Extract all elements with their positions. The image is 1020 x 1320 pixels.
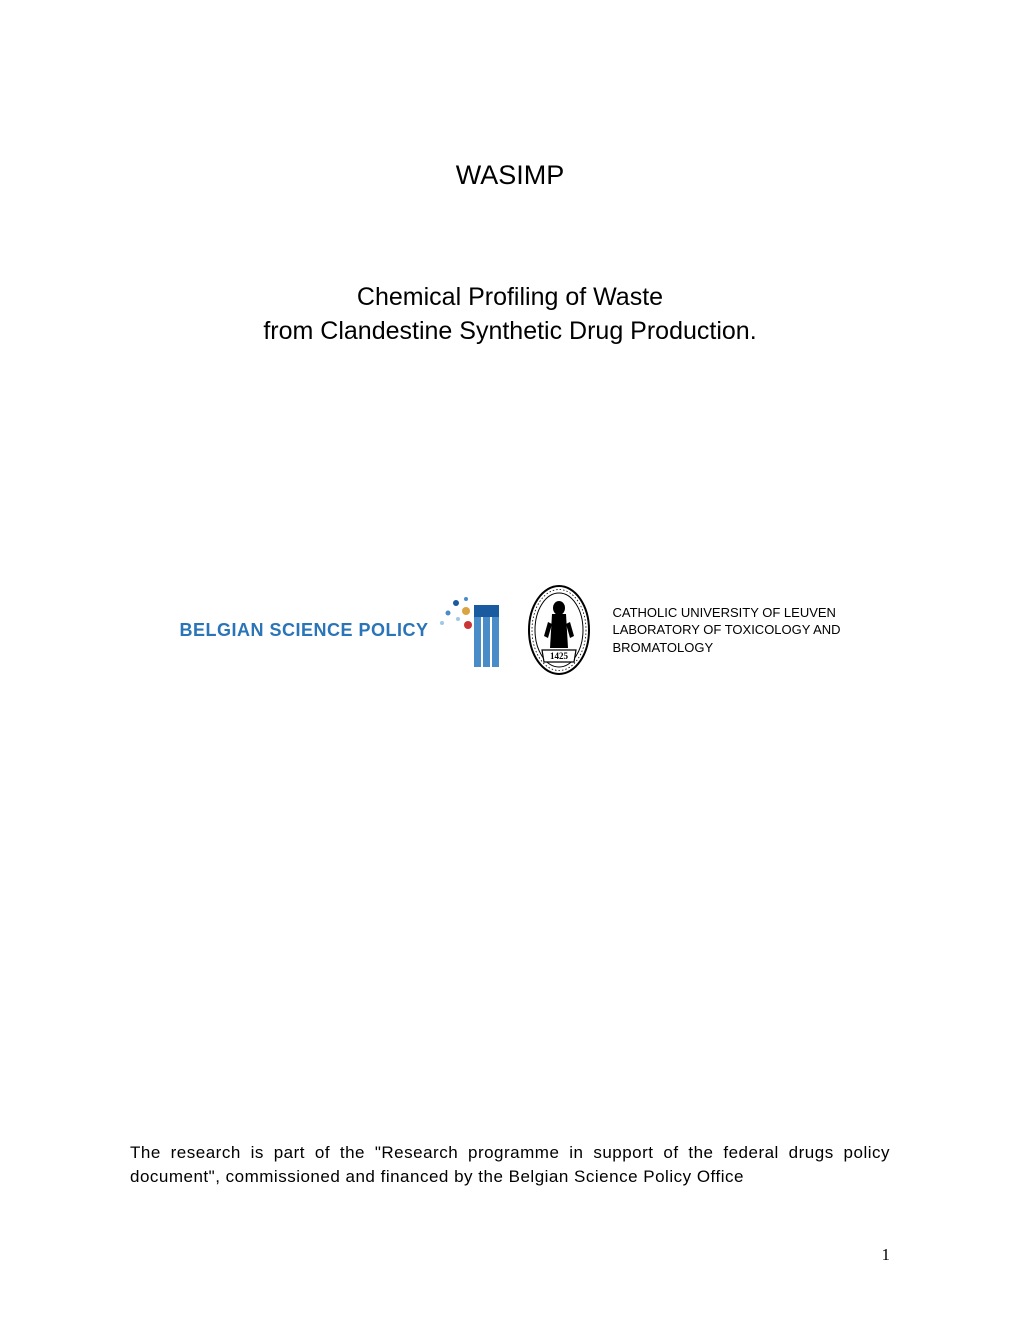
university-line-3: BROMATOLOGY bbox=[612, 639, 840, 657]
university-text-block: CATHOLIC UNIVERSITY OF LEUVEN LABORATORY… bbox=[612, 604, 840, 657]
page-number: 1 bbox=[882, 1245, 891, 1265]
main-title: WASIMP bbox=[130, 160, 890, 191]
document-page: WASIMP Chemical Profiling of Waste from … bbox=[0, 0, 1020, 1320]
logos-row: BELGIAN SCIENCE POLICY bbox=[0, 580, 1020, 680]
bsp-label: BELGIAN SCIENCE POLICY bbox=[179, 620, 428, 641]
subtitle-line-2: from Clandestine Synthetic Drug Producti… bbox=[130, 315, 890, 349]
seal-year-text: 1425 bbox=[550, 651, 569, 661]
university-line-2: LABORATORY OF TOXICOLOGY AND bbox=[612, 621, 840, 639]
subtitle-line-1: Chemical Profiling of Waste bbox=[130, 281, 890, 315]
subtitle: Chemical Profiling of Waste from Clandes… bbox=[130, 281, 890, 349]
bsp-logo-icon bbox=[436, 591, 506, 669]
footer-text: The research is part of the "Research pr… bbox=[130, 1141, 890, 1190]
university-line-1: CATHOLIC UNIVERSITY OF LEUVEN bbox=[612, 604, 840, 622]
belgian-science-policy-block: BELGIAN SCIENCE POLICY bbox=[179, 591, 506, 669]
university-seal-icon: 1425 bbox=[524, 580, 594, 680]
